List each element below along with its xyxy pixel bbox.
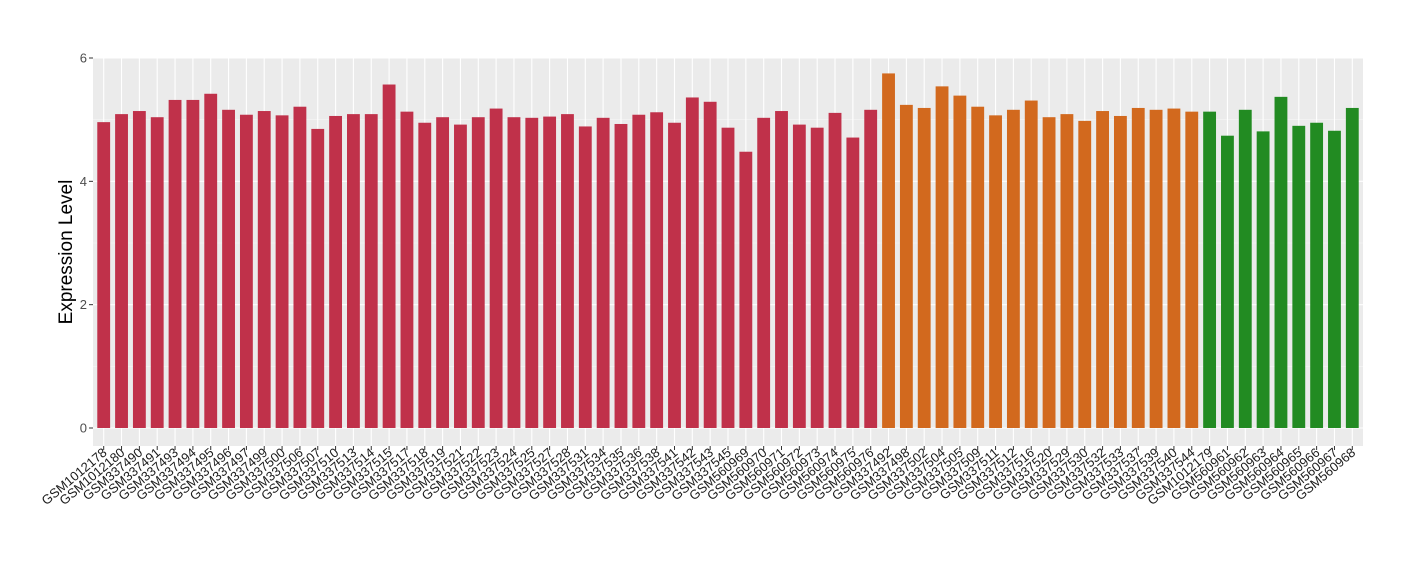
x-axis: GSM1012178GSM1012180GSM337490GSM337491GS…	[39, 445, 1359, 508]
bar-GSM337522	[471, 117, 485, 428]
bar-GSM337492	[882, 73, 895, 429]
y-axis: 0 2 4 6	[80, 51, 93, 436]
bar-GSM337541	[668, 122, 681, 428]
bar-GSM337523	[489, 108, 503, 429]
bar-GSM337506	[293, 106, 307, 428]
bar-GSM560969	[739, 151, 753, 428]
bar-GSM337515	[382, 84, 396, 429]
bar-GSM560976	[864, 109, 878, 429]
bar-GSM337542	[685, 97, 699, 428]
bar-GSM337525	[525, 117, 539, 429]
bar-GSM337490	[132, 111, 146, 429]
bar-GSM337520	[1042, 117, 1056, 428]
bar-GSM337502	[917, 107, 931, 428]
bar-GSM337493	[168, 99, 182, 428]
bar-GSM337528	[561, 114, 574, 428]
bar-GSM337507	[311, 128, 325, 428]
bar-GSM337544	[1185, 111, 1199, 429]
bar-GSM337496	[222, 109, 235, 429]
bar-GSM337534	[596, 117, 610, 429]
bar-GSM560968	[1345, 107, 1359, 428]
bar-GSM1012178	[97, 122, 111, 428]
bar-GSM560972	[792, 124, 806, 428]
bar-GSM337527	[543, 116, 557, 428]
bar-GSM337537	[1131, 107, 1145, 428]
bar-GSM337531	[578, 126, 592, 428]
bar-GSM337494	[186, 99, 200, 428]
bar-GSM337519	[436, 117, 450, 428]
y-tick-label: 6	[80, 51, 87, 66]
bar-GSM1012180	[115, 114, 128, 428]
bar-GSM560965	[1292, 125, 1306, 428]
bar-GSM337498	[899, 104, 913, 428]
bar-GSM337500	[275, 115, 289, 428]
bar-GSM337543	[703, 101, 717, 429]
bar-GSM337529	[1060, 114, 1074, 428]
bar-GSM337511	[989, 115, 1002, 428]
bar-GSM337545	[721, 127, 735, 428]
bar-GSM337540	[1167, 108, 1181, 429]
bar-GSM337499	[257, 111, 271, 429]
bar-GSM337514	[364, 114, 378, 428]
bar-GSM337524	[507, 117, 521, 428]
bar-GSM560966	[1310, 122, 1324, 428]
bar-GSM1012179	[1203, 111, 1217, 429]
bar-GSM337521	[454, 124, 467, 428]
bars	[97, 73, 1359, 429]
bar-GSM337513	[347, 114, 360, 428]
bar-GSM560974	[828, 112, 842, 428]
bar-GSM337505	[953, 95, 967, 428]
bar-GSM337536	[632, 114, 646, 428]
bar-GSM560963	[1256, 131, 1270, 428]
bar-GSM337495	[204, 93, 218, 429]
y-axis-title: Expression Level	[56, 180, 77, 325]
bar-GSM337533	[1113, 115, 1127, 428]
bar-GSM560961	[1221, 135, 1234, 428]
bar-GSM337517	[400, 111, 414, 429]
bar-GSM560962	[1238, 109, 1252, 429]
bar-GSM560967	[1328, 130, 1341, 428]
bar-GSM560970	[757, 117, 771, 429]
bar-GSM337491	[150, 117, 164, 428]
bar-GSM337516	[1024, 100, 1038, 429]
bar-GSM337538	[650, 112, 664, 429]
bar-GSM337510	[329, 115, 343, 428]
bar-GSM560975	[846, 137, 860, 429]
bar-GSM560973	[810, 127, 824, 428]
bar-GSM337497	[239, 114, 253, 428]
y-tick-label: 0	[80, 421, 87, 436]
bar-GSM337532	[1096, 111, 1109, 429]
bar-GSM560971	[775, 111, 788, 429]
bar-GSM337539	[1149, 109, 1163, 429]
y-tick-label: 4	[80, 174, 87, 189]
bar-GSM560964	[1274, 96, 1288, 428]
bar-GSM337512	[1006, 109, 1020, 429]
bar-GSM337504	[935, 86, 949, 428]
bar-GSM337535	[614, 123, 628, 428]
bar-GSM337509	[971, 106, 985, 428]
bar-GSM337518	[418, 122, 432, 428]
y-tick-label: 2	[80, 297, 87, 312]
bar-GSM337530	[1078, 120, 1092, 429]
